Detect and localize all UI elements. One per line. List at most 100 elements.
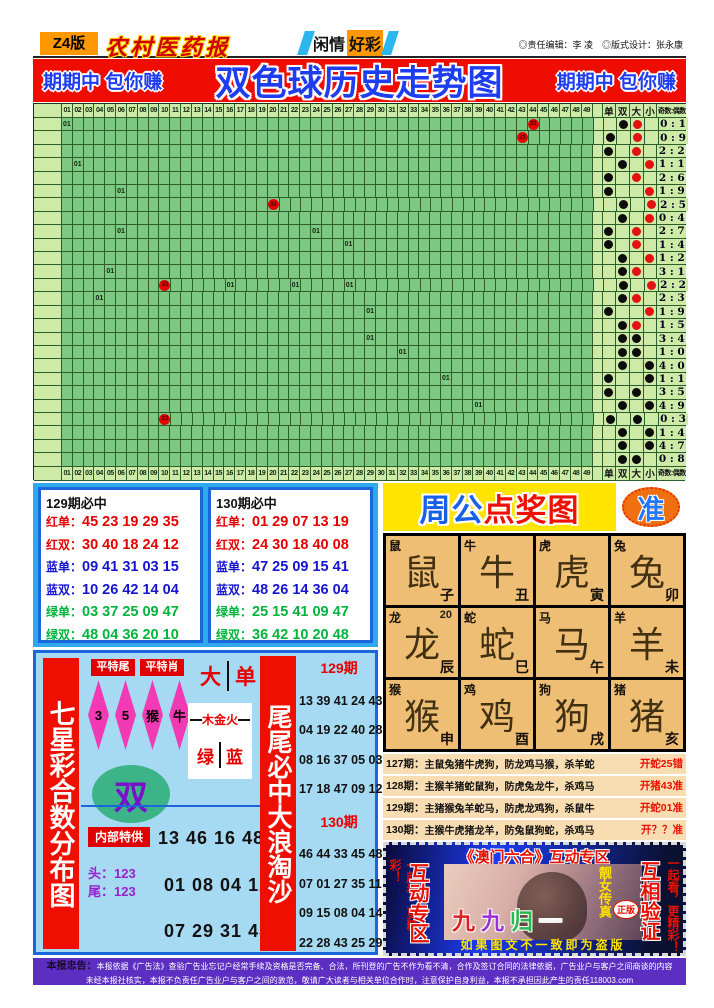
grid-cell [224, 238, 236, 252]
grid-cell [181, 359, 192, 372]
big-small-cell [643, 225, 658, 238]
grid-cell [398, 131, 409, 144]
grid-cell [224, 399, 236, 412]
pick-label: 绿单： [216, 605, 253, 619]
zodiac-cell-羊: 羊羊未 [611, 608, 683, 677]
grid-cell [365, 453, 377, 466]
grid-cell [344, 399, 355, 412]
grid-cell [181, 292, 192, 305]
page-title: 双色球历史走势图 [215, 64, 504, 103]
grid-cell [214, 359, 225, 372]
grid-cell [452, 399, 463, 412]
grid-cell [289, 171, 301, 185]
grid-cell [495, 225, 506, 238]
grid-cell [235, 399, 247, 412]
label-column-cell [34, 158, 62, 171]
grid-cell [473, 345, 485, 359]
grid-cell [560, 238, 571, 252]
grid-cell [538, 399, 550, 412]
grid-cell [84, 305, 95, 319]
grid-cell [409, 399, 420, 412]
grid-cell [181, 131, 192, 144]
big-small-cell [643, 158, 658, 171]
grid-cell [344, 439, 355, 453]
grid-cell [300, 171, 312, 185]
grid-cell [84, 372, 95, 386]
accuracy-badge-text: 准 [637, 494, 665, 525]
zodiac-branch: 戌 [590, 732, 604, 748]
grid-cell [398, 225, 409, 238]
odd-even-cell [616, 185, 630, 198]
grid-cell [473, 305, 485, 319]
grid-cell [94, 426, 106, 439]
head-numbers: 头：123 [88, 866, 136, 881]
grid-cell [376, 399, 387, 412]
column-number: 23 [300, 466, 312, 480]
grid-cell [582, 345, 593, 359]
chart-data-row: 1 : 5 [34, 319, 687, 333]
grid-cell [430, 211, 441, 225]
grid-cell [127, 185, 138, 198]
column-number: 04 [94, 104, 106, 117]
grid-cell [94, 372, 106, 386]
big-small-cell [644, 118, 659, 131]
macau-verify-label: 互相验证 [637, 861, 659, 941]
grid-cell [116, 211, 127, 225]
grid-cell [549, 439, 561, 453]
grid-cell [246, 399, 257, 412]
odd-even-cell [602, 292, 617, 305]
grid-cell [354, 386, 366, 399]
grid-cell [257, 198, 268, 211]
label-column-cell [34, 265, 62, 278]
column-number: 08 [138, 104, 149, 117]
grid-cell [463, 265, 474, 278]
grid-cell [322, 386, 333, 399]
grid-cell [62, 198, 73, 211]
grid-cell [159, 131, 171, 144]
grid-cell [214, 158, 225, 171]
tip-period: 127期： [386, 758, 425, 771]
chart-data-row: 33 2 : 5 [34, 198, 688, 212]
macau-warning: 如果图文不一致即为盗版 [460, 938, 626, 952]
grid-cell [430, 345, 441, 359]
zodiac-branch: 寅 [590, 588, 604, 604]
grid-cell [214, 319, 225, 332]
grid-cell [583, 118, 594, 131]
grid-cell [215, 412, 226, 426]
grid-cell [322, 345, 333, 359]
grid-cell [484, 426, 496, 439]
grid-cell [300, 439, 312, 453]
grid-cell [235, 332, 247, 345]
grid-cell [463, 185, 474, 198]
grid-cell [540, 278, 551, 292]
grid-cell [311, 359, 322, 372]
grid-cell [322, 399, 333, 412]
grid-cell [203, 319, 214, 332]
grid-cell [571, 319, 582, 332]
grid-cell [203, 399, 214, 412]
column-number: 15 [214, 104, 225, 117]
grid-cell [192, 185, 203, 198]
red-ball-33: 33 [159, 413, 171, 425]
grid-cell [73, 345, 84, 359]
grid-cell [452, 225, 463, 238]
grid-cell [365, 118, 377, 131]
grid-cell [138, 359, 149, 372]
grid-cell [289, 399, 301, 412]
number-marker: 01 [474, 402, 483, 410]
grid-cell [560, 252, 571, 265]
red-dot-icon [646, 280, 656, 290]
big-small-cell [629, 252, 644, 265]
grid-cell [257, 386, 268, 399]
grid-cell [149, 332, 160, 345]
big-small-cell [643, 332, 658, 345]
grid-cell [246, 372, 257, 386]
grid-cell [517, 372, 528, 386]
grid-cell [441, 426, 452, 439]
grid-cell [159, 453, 171, 466]
odd-even-cell [603, 278, 618, 292]
grid-cell [354, 399, 366, 412]
pick-numbers: 36 42 10 20 48 [252, 626, 349, 643]
big-small-cell [629, 439, 644, 453]
grid-cell [354, 118, 366, 131]
